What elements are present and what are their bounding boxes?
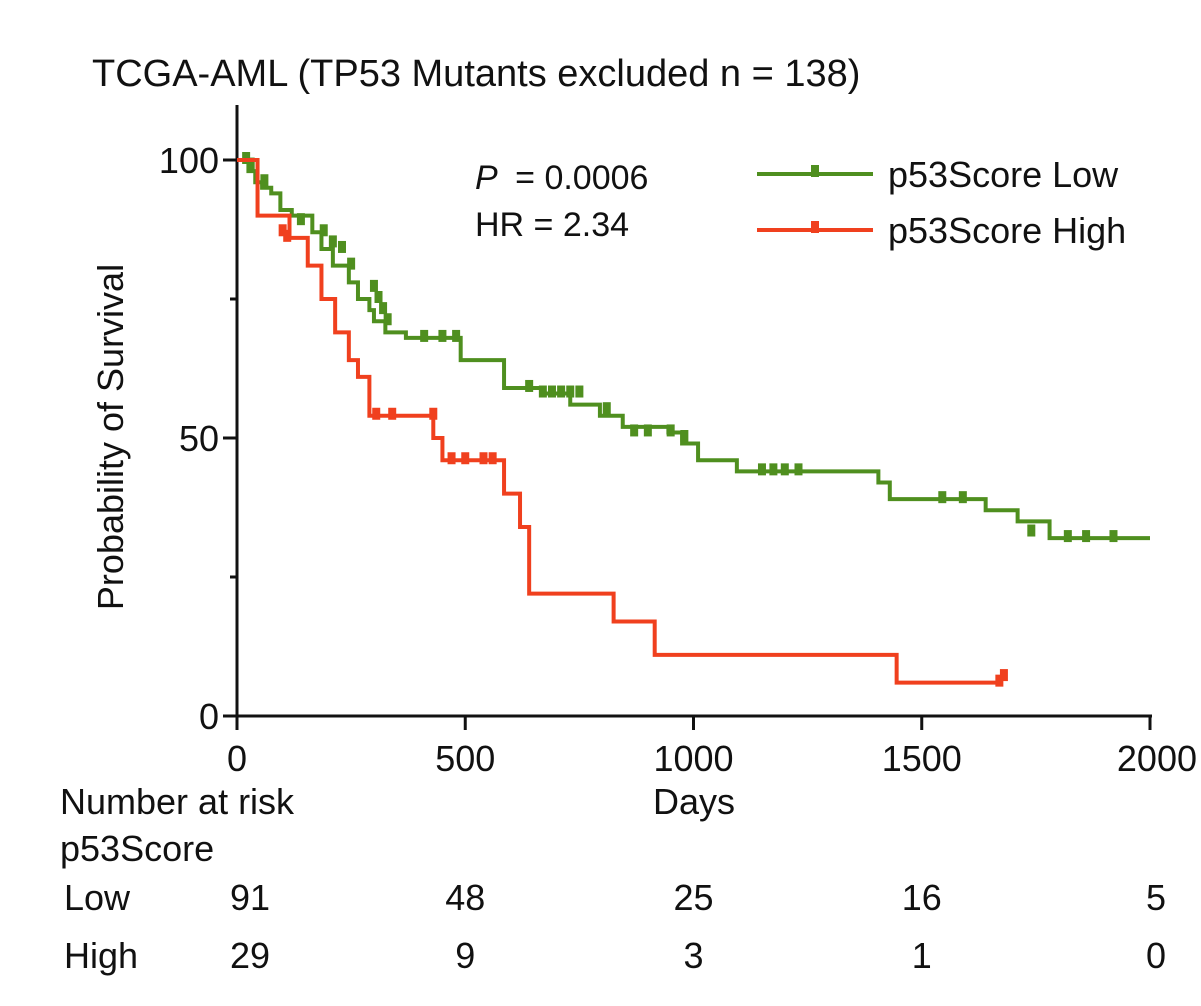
risk-count: 9 — [455, 935, 475, 976]
censor-mark-low — [246, 157, 255, 170]
censor-mark-low — [374, 291, 383, 303]
x-tick-label: 1000 — [653, 738, 733, 779]
censor-mark-high — [278, 224, 287, 237]
censor-mark-low — [452, 329, 461, 342]
risk-count: 16 — [902, 877, 942, 918]
risk-count: 25 — [673, 877, 713, 918]
censor-mark-high — [372, 407, 381, 420]
censor-mark-low — [547, 385, 556, 398]
censor-mark-high — [388, 407, 397, 420]
censor-mark-low — [769, 463, 778, 476]
risk-table-title: Number at risk — [60, 781, 295, 822]
risk-count: 0 — [1146, 935, 1166, 976]
censor-mark-low — [680, 430, 689, 442]
censor-mark-high — [995, 674, 1004, 687]
censor-mark-low — [1082, 530, 1091, 543]
p-value: = 0.0006 — [515, 159, 648, 197]
censor-mark-low — [538, 385, 547, 398]
censor-mark-low — [328, 235, 337, 248]
censor-mark-low — [602, 402, 611, 415]
censor-mark-low — [938, 491, 947, 504]
risk-row-label: High — [64, 935, 138, 976]
legend-censor-low — [811, 165, 819, 177]
risk-table: Low 91 48 25 16 5 High 29 9 3 1 0 — [64, 877, 1166, 976]
y-tick-label: 50 — [179, 418, 219, 459]
p-value-annotation: P = 0.0006 — [475, 159, 648, 197]
censor-mark-low — [525, 379, 534, 392]
censor-mark-low — [575, 385, 584, 398]
x-tick-label: 0 — [227, 738, 247, 779]
censor-mark-high — [461, 452, 470, 465]
censor-mark-low — [1063, 530, 1072, 543]
legend-label-high: p53Score High — [888, 210, 1126, 251]
censor-mark-low — [958, 491, 967, 504]
x-tick-label: 500 — [435, 738, 495, 779]
censor-mark-high — [447, 452, 456, 465]
censor-mark-low — [438, 329, 447, 342]
censor-mark-high — [479, 452, 488, 465]
censor-mark-low — [383, 313, 392, 326]
censor-mark-low — [780, 463, 789, 476]
censor-mark-high — [429, 407, 438, 420]
x-tick-label: 1500 — [882, 738, 962, 779]
censor-mark-low — [566, 385, 575, 398]
legend-label-low: p53Score Low — [888, 154, 1119, 195]
censor-mark-low — [557, 385, 566, 398]
risk-count: 29 — [230, 935, 270, 976]
censor-mark-low — [369, 279, 378, 292]
survival-curve-low — [237, 158, 1150, 541]
y-tick-label: 0 — [199, 696, 219, 737]
censor-mark-low — [296, 213, 305, 226]
y-tick-label: 100 — [159, 140, 219, 181]
risk-count: 3 — [683, 935, 703, 976]
chart-title: TCGA-AML (TP53 Mutants excluded n = 138) — [92, 53, 860, 95]
x-axis-label: Days — [653, 781, 735, 822]
risk-count: 5 — [1146, 877, 1166, 918]
risk-count: 91 — [230, 877, 270, 918]
y-axis-label: Probability of Survival — [90, 264, 131, 610]
censor-mark-low — [347, 257, 356, 270]
censor-mark-low — [319, 224, 328, 237]
censor-mark-high — [999, 669, 1008, 682]
risk-table-subtitle: p53Score — [60, 828, 214, 869]
censor-mark-low — [1027, 524, 1036, 537]
censor-mark-low — [260, 174, 269, 187]
series-group — [237, 152, 1150, 687]
censor-mark-high — [283, 229, 292, 242]
censor-mark-low — [337, 240, 346, 253]
legend-censor-high — [811, 221, 819, 233]
censor-mark-low — [757, 463, 766, 476]
censor-mark-low — [1109, 530, 1118, 543]
censor-mark-low — [420, 329, 429, 342]
censor-mark-low — [794, 463, 803, 476]
censor-mark-low — [630, 424, 639, 437]
risk-count: 48 — [445, 877, 485, 918]
p-label: P — [475, 159, 498, 197]
risk-count: 1 — [912, 935, 932, 976]
censor-mark-low — [643, 424, 652, 437]
svg-text:P = 0.0006: P = 0.0006 — [475, 159, 648, 197]
x-tick-label: 2000 — [1117, 738, 1197, 779]
censor-mark-high — [488, 452, 497, 465]
hazard-ratio: HR = 2.34 — [475, 206, 629, 244]
censor-mark-low — [379, 302, 388, 315]
risk-row-label: Low — [64, 877, 131, 918]
legend: p53Score Low p53Score High — [757, 154, 1126, 251]
censor-mark-low — [666, 424, 675, 437]
